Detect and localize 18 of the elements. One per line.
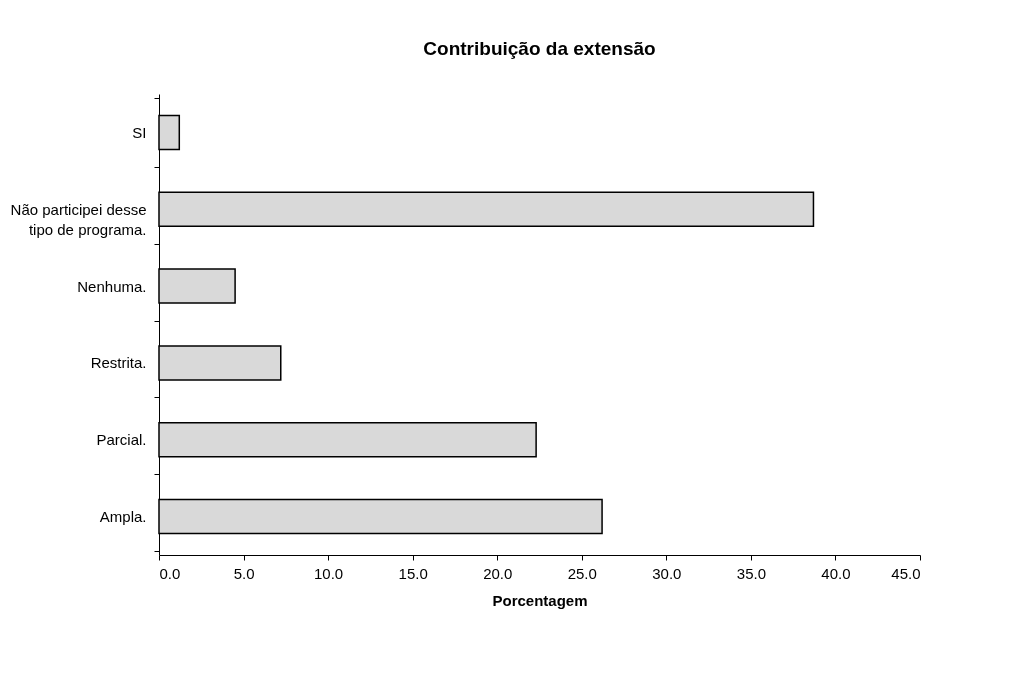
y-tick-label: Não participei desse tipo de programa. — [10, 200, 147, 238]
x-tick-label: 20.0 — [483, 564, 513, 582]
x-tick-label: 25.0 — [567, 564, 597, 582]
y-tick-label: Ampla. — [99, 508, 147, 526]
y-tick-label: Restrita. — [90, 354, 147, 372]
x-tick-label: 45.0 — [891, 564, 921, 582]
x-tick-label: 40.0 — [821, 564, 851, 582]
x-tick-label: 35.0 — [736, 564, 766, 582]
y-tick-label: Nenhuma. — [77, 277, 147, 295]
x-tick-label: 10.0 — [314, 564, 344, 582]
x-axis-title: Porcentagem — [492, 591, 588, 609]
x-tick-label: 5.0 — [233, 564, 255, 582]
x-tick-label: 0.0 — [159, 564, 181, 582]
y-tick-label: SI — [132, 123, 147, 141]
x-tick-label: 30.0 — [652, 564, 682, 582]
x-tick-label: 15.0 — [398, 564, 428, 582]
chart-title: Contribuição da extensão — [423, 38, 656, 59]
y-tick-label: Parcial. — [96, 431, 147, 449]
